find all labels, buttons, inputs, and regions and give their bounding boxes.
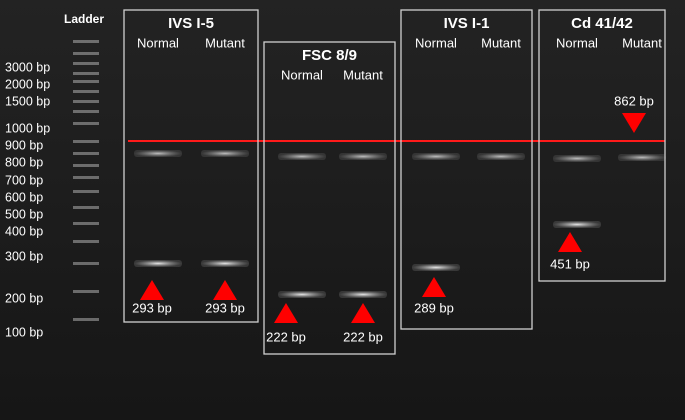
gel-band	[134, 260, 182, 267]
ladder-mark-label: 300 bp	[5, 249, 43, 263]
gel-band	[553, 155, 601, 162]
group-title: Cd 41/42	[571, 15, 633, 32]
size-label: 293 bp	[132, 300, 172, 315]
size-label: 289 bp	[414, 300, 454, 315]
ladder-mark-label: 900 bp	[5, 138, 43, 152]
lane-label: Mutant	[343, 67, 383, 82]
ladder-mark-label: 800 bp	[5, 155, 43, 169]
lane-label: Mutant	[481, 35, 521, 50]
group-title: FSC 8/9	[302, 47, 357, 64]
ladder-band	[73, 140, 99, 143]
ladder-mark-label: 600 bp	[5, 190, 43, 204]
gel-band	[339, 291, 387, 298]
ladder-band	[73, 40, 99, 43]
gel-band	[201, 260, 249, 267]
gel-band	[412, 264, 460, 271]
gel-band	[201, 150, 249, 157]
marker-arrow	[422, 277, 446, 297]
lane-label: Normal	[556, 35, 598, 50]
marker-arrow	[213, 280, 237, 300]
ladder-mark-label: 500 bp	[5, 207, 43, 221]
group-box	[400, 9, 533, 330]
marker-arrow	[558, 232, 582, 252]
gel-band	[412, 153, 460, 160]
group-title: IVS I-1	[444, 15, 490, 32]
gel-band	[134, 150, 182, 157]
ladder-band	[73, 290, 99, 293]
lane-label: Normal	[137, 35, 179, 50]
ladder-band	[73, 122, 99, 125]
lane-label: Normal	[415, 35, 457, 50]
lane-label: Mutant	[205, 35, 245, 50]
size-label: 222 bp	[266, 329, 306, 344]
marker-arrow	[274, 303, 298, 323]
gel-band	[278, 291, 326, 298]
ladder-mark-label: 400 bp	[5, 224, 43, 238]
gel-band	[618, 154, 666, 161]
gel-band	[278, 153, 326, 160]
ladder-mark-label: 700 bp	[5, 173, 43, 187]
ladder-title: Ladder	[64, 12, 104, 26]
ladder-band	[73, 190, 99, 193]
ladder-mark-label: 1000 bp	[5, 121, 50, 135]
ladder-band	[73, 100, 99, 103]
group-box	[123, 9, 259, 323]
marker-arrow	[351, 303, 375, 323]
ladder-band	[73, 62, 99, 65]
gel-band	[553, 221, 601, 228]
ladder-band	[73, 52, 99, 55]
lane-label: Normal	[281, 67, 323, 82]
ladder-band	[73, 164, 99, 167]
ladder-band	[73, 110, 99, 113]
ladder-band	[73, 152, 99, 155]
size-label: 293 bp	[205, 300, 245, 315]
marker-arrow	[140, 280, 164, 300]
ladder-mark-label: 2000 bp	[5, 77, 50, 91]
gel-band	[339, 153, 387, 160]
size-label: 222 bp	[343, 329, 383, 344]
ladder-mark-label: 1500 bp	[5, 94, 50, 108]
ladder-band	[73, 262, 99, 265]
ladder-band	[73, 318, 99, 321]
ladder-band	[73, 222, 99, 225]
ladder-band	[73, 80, 99, 83]
marker-arrow	[622, 113, 646, 133]
ladder-band	[73, 206, 99, 209]
ladder-band	[73, 90, 99, 93]
ladder-band	[73, 240, 99, 243]
ladder-band	[73, 72, 99, 75]
ladder-band	[73, 176, 99, 179]
group-box	[263, 41, 396, 355]
lane-label: Mutant	[622, 35, 662, 50]
size-label: 451 bp	[550, 256, 590, 271]
ladder-mark-label: 3000 bp	[5, 60, 50, 74]
ladder-mark-label: 200 bp	[5, 291, 43, 305]
group-box	[538, 9, 666, 282]
gel-band	[477, 153, 525, 160]
ladder-mark-label: 100 bp	[5, 325, 43, 339]
size-label: 862 bp	[614, 93, 654, 108]
group-title: IVS I-5	[168, 15, 214, 32]
